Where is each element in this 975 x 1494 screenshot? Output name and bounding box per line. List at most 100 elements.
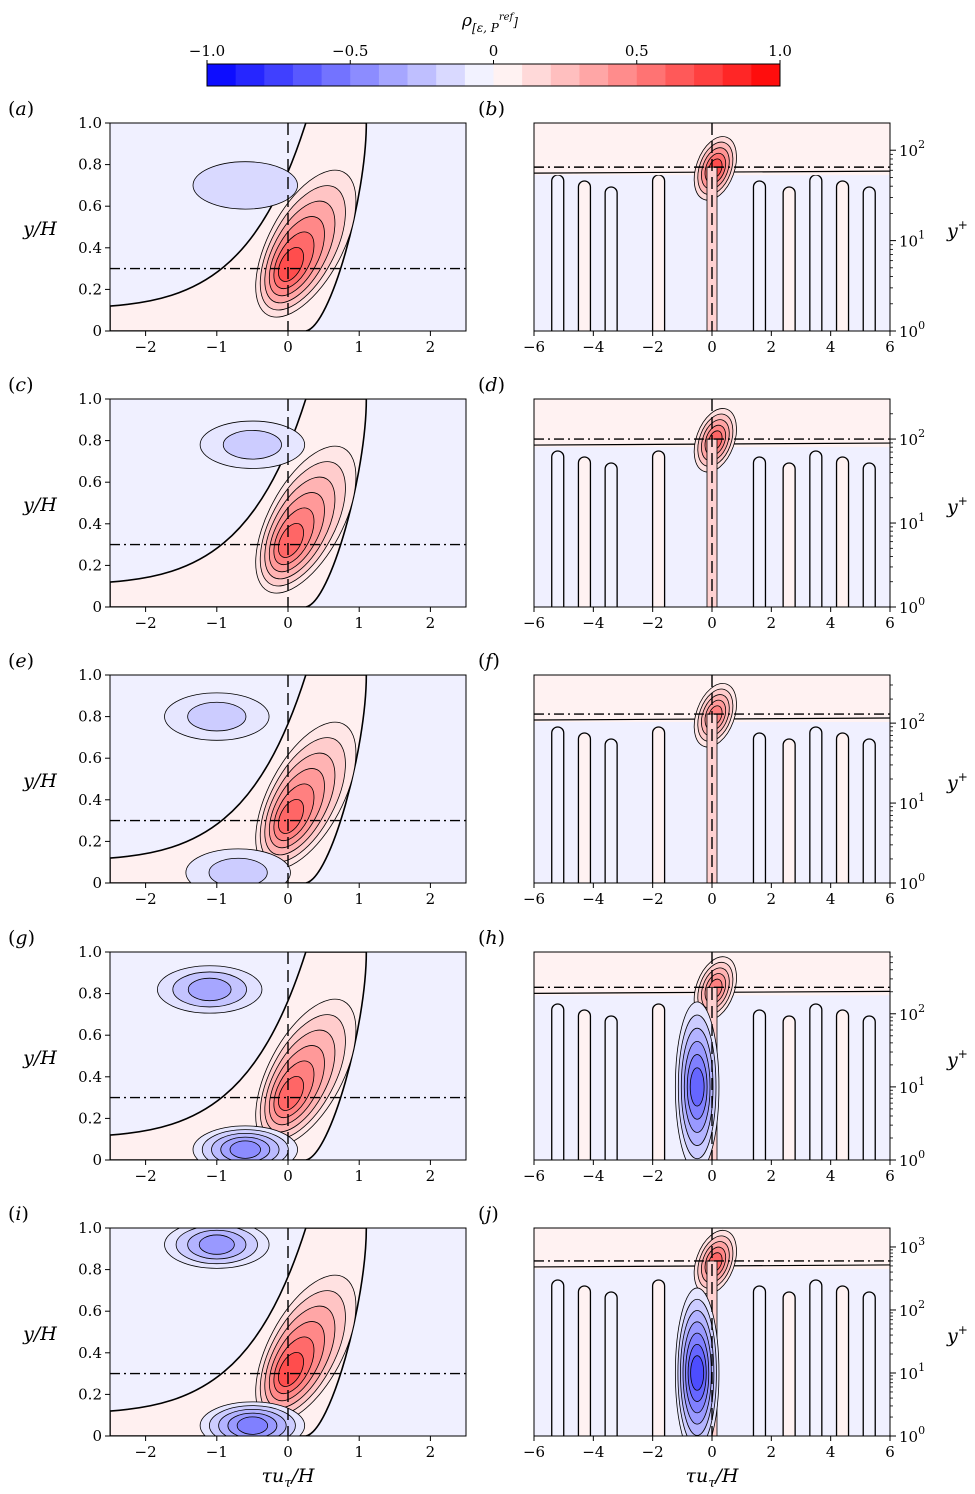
x-tick-label: 2 <box>426 338 436 356</box>
streak-contour <box>604 462 618 607</box>
x-tick-label: −1 <box>206 1167 228 1185</box>
x-tick-label: 2 <box>426 614 436 632</box>
panel-label: (f) <box>478 650 500 672</box>
x-tick-label: 0 <box>707 1443 717 1461</box>
y-tick-label: 0.2 <box>78 280 102 298</box>
y-tick-label: 0.8 <box>78 708 102 726</box>
streak-contour <box>782 1015 796 1160</box>
colorbar-swatch <box>235 64 265 86</box>
colorbar-swatch <box>493 64 523 86</box>
streak-contour <box>782 1291 796 1436</box>
streak-contour <box>862 738 876 883</box>
x-tick-label: −1 <box>206 614 228 632</box>
x-tick-label: 0 <box>283 338 293 356</box>
negative-contour <box>198 1234 235 1255</box>
panels: −2 −1 0 1 2 0 0.2 0.4 0.6 0.8 1.0 y/H (a) −6 −4 −2 0 2 4 61… <box>8 98 968 1491</box>
colorbar-title: ρ[ε, Pref] <box>461 11 518 35</box>
x-tick-label: 4 <box>826 1443 836 1461</box>
streak-contour <box>604 1015 618 1160</box>
y-tick-label: 0.6 <box>78 1026 102 1044</box>
colorbar-swatch <box>407 64 437 86</box>
y-tick-label: 102 <box>899 138 925 160</box>
x-tick-label: 2 <box>426 1167 436 1185</box>
y-tick-label: 0 <box>92 874 102 892</box>
contour-level <box>277 523 304 558</box>
y-tick-label: 0 <box>92 1151 102 1169</box>
streak-contour <box>577 456 592 607</box>
colorbar-swatch <box>321 64 351 86</box>
x-tick-label: 2 <box>767 338 777 356</box>
streak-contour <box>809 726 823 883</box>
y-tick-label: 0.2 <box>78 1109 102 1127</box>
y-tick-label: 0.4 <box>78 1068 102 1086</box>
x-tick-label: 6 <box>885 614 895 632</box>
streak-contour <box>835 456 850 607</box>
colorbar-swatch <box>665 64 695 86</box>
y-axis-label: y/H <box>22 494 57 516</box>
x-tick-label: 1 <box>354 338 364 356</box>
streak-contour <box>752 1285 767 1436</box>
y-tick-label: 0.6 <box>78 197 102 215</box>
colorbar-swatch <box>722 64 752 86</box>
y-axis-label: y+ <box>946 1047 968 1071</box>
panel-field <box>534 952 890 1160</box>
y-tick-label: 1.0 <box>78 943 102 961</box>
x-tick-label: 1 <box>354 1167 364 1185</box>
x-tick-label: −1 <box>206 338 228 356</box>
x-tick-label: 6 <box>885 1167 895 1185</box>
y-tick-label: 0.4 <box>78 515 102 533</box>
x-tick-label: 1 <box>354 614 364 632</box>
x-tick-label: −6 <box>523 1167 545 1185</box>
streak-contour <box>604 186 618 331</box>
x-tick-label: −2 <box>642 1443 664 1461</box>
x-tick-label: −2 <box>642 338 664 356</box>
x-tick-label: −6 <box>523 890 545 908</box>
y-tick-label: 1.0 <box>78 114 102 132</box>
colorbar-swatch <box>579 64 609 86</box>
x-axis-label: τuτ/H <box>262 1465 315 1491</box>
colorbar-tick-label: −1.0 <box>189 42 225 60</box>
x-tick-label: −6 <box>523 1443 545 1461</box>
x-tick-label: −1 <box>206 1443 228 1461</box>
colorbar-swatch <box>378 64 408 86</box>
x-tick-label: 2 <box>426 890 436 908</box>
y-tick-label: 102 <box>899 711 925 733</box>
y-tick-label: 0.4 <box>78 791 102 809</box>
negative-contour <box>187 701 247 732</box>
negative-contour <box>229 1140 261 1159</box>
streak-contour <box>782 738 796 883</box>
panel-label: (j) <box>478 1203 499 1225</box>
x-tick-label: 0 <box>707 614 717 632</box>
panel-field <box>110 123 466 331</box>
panel-field <box>110 399 466 607</box>
negative-contour <box>192 161 298 210</box>
x-tick-label: 0 <box>283 890 293 908</box>
y-axis-label: y/H <box>22 1323 57 1345</box>
y-tick-label: 0.8 <box>78 1261 102 1279</box>
y-tick-label: 0.2 <box>78 556 102 574</box>
streak-contour <box>782 462 796 607</box>
y-tick-label: 0.6 <box>78 749 102 767</box>
negative-contour <box>690 1355 705 1391</box>
y-tick-label: 100 <box>899 871 925 893</box>
streak-contour <box>809 450 823 607</box>
colorbar: ρ[ε, Pref] −1.0 −0.5 0 0.5 1.0 <box>189 11 792 87</box>
x-tick-label: 6 <box>885 1443 895 1461</box>
streak-contour <box>651 1279 666 1436</box>
colorbar-swatch <box>436 64 466 86</box>
x-tick-label: 6 <box>885 338 895 356</box>
y-tick-label: 101 <box>899 1361 925 1383</box>
panel-label: (a) <box>8 98 34 120</box>
negative-contour <box>236 1416 269 1435</box>
colorbar-swatch <box>751 64 781 86</box>
y-tick-label: 0.8 <box>78 432 102 450</box>
y-axis-label: y+ <box>946 770 968 794</box>
x-tick-label: 4 <box>826 338 836 356</box>
panel-e: −2 −1 0 1 2 0 0.2 0.4 0.6 0.8 1.0 y/H (e) <box>8 650 467 908</box>
y-tick-label: 101 <box>899 1075 925 1097</box>
streak-contour <box>835 1009 850 1160</box>
panel-label: (g) <box>8 927 35 949</box>
